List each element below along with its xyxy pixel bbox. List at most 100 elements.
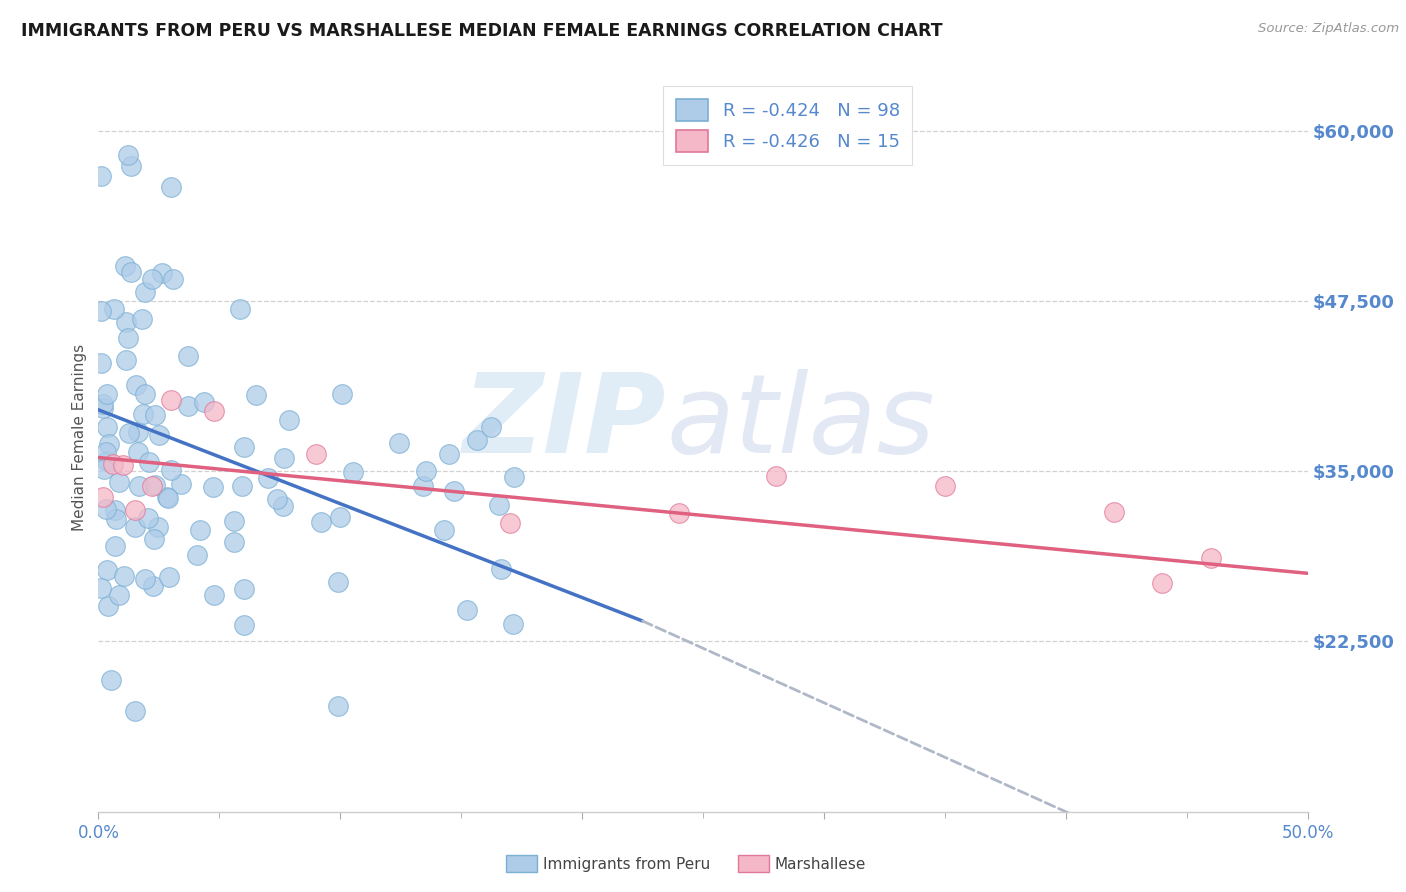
Point — [169, 476, 191, 491]
Point — [233, 582, 256, 596]
Point — [103, 301, 125, 316]
Point — [96, 420, 118, 434]
Point — [117, 425, 139, 440]
Point — [668, 507, 690, 521]
Point — [502, 617, 524, 632]
Point — [108, 475, 131, 489]
Point — [193, 395, 215, 409]
Point — [177, 349, 200, 363]
Point — [91, 397, 114, 411]
Point — [98, 436, 121, 450]
Point — [124, 503, 146, 517]
Point — [124, 704, 146, 718]
Point — [479, 420, 502, 434]
Text: ZIP: ZIP — [463, 368, 666, 475]
Point — [128, 479, 150, 493]
Point — [124, 520, 146, 534]
Point — [231, 478, 253, 492]
Point — [100, 673, 122, 688]
Point — [90, 169, 112, 183]
Point — [117, 148, 139, 162]
Point — [127, 425, 149, 440]
Point — [90, 581, 112, 595]
Point — [415, 464, 437, 478]
Point — [111, 458, 134, 472]
Point — [329, 509, 352, 524]
Point — [148, 427, 170, 442]
Point — [114, 259, 136, 273]
Point — [330, 387, 353, 401]
Point — [91, 401, 114, 415]
Text: Immigrants from Peru: Immigrants from Peru — [543, 857, 710, 871]
Point — [104, 539, 127, 553]
Point — [204, 403, 226, 417]
Point — [202, 480, 225, 494]
Point — [273, 451, 295, 466]
Point — [97, 599, 120, 613]
Point — [96, 387, 118, 401]
Point — [136, 510, 159, 524]
Point — [115, 314, 138, 328]
Point — [94, 502, 117, 516]
Point — [465, 433, 488, 447]
Point — [328, 575, 350, 590]
Point — [1152, 576, 1174, 591]
Point — [120, 159, 142, 173]
Point — [90, 304, 112, 318]
Point — [157, 570, 180, 584]
Text: Marshallese: Marshallese — [775, 857, 866, 871]
Point — [138, 455, 160, 469]
Point — [271, 499, 294, 513]
Point — [157, 491, 180, 505]
Point — [488, 498, 510, 512]
Point — [96, 445, 118, 459]
Point — [134, 387, 156, 401]
Point — [229, 301, 252, 316]
Point — [498, 516, 520, 531]
Point — [112, 568, 135, 582]
Point — [127, 444, 149, 458]
Point — [433, 523, 456, 537]
Point — [232, 618, 254, 632]
Point — [177, 399, 200, 413]
Point — [439, 446, 461, 460]
Point — [202, 588, 225, 602]
Point — [342, 465, 364, 479]
Text: atlas: atlas — [666, 368, 935, 475]
Point — [159, 463, 181, 477]
Point — [117, 331, 139, 345]
Point — [257, 471, 280, 485]
Point — [131, 312, 153, 326]
Point — [934, 479, 956, 493]
Text: IMMIGRANTS FROM PERU VS MARSHALLESE MEDIAN FEMALE EARNINGS CORRELATION CHART: IMMIGRANTS FROM PERU VS MARSHALLESE MEDI… — [21, 22, 942, 40]
Point — [124, 377, 146, 392]
Point — [765, 469, 787, 483]
Point — [160, 392, 183, 407]
Point — [143, 533, 166, 547]
Point — [134, 572, 156, 586]
Point — [155, 491, 177, 505]
Point — [134, 285, 156, 299]
Point — [224, 514, 246, 528]
Point — [412, 478, 434, 492]
Point — [278, 413, 301, 427]
Point — [148, 520, 170, 534]
Point — [305, 447, 328, 461]
Point — [162, 272, 184, 286]
Point — [96, 563, 118, 577]
Point — [503, 470, 526, 484]
Point — [150, 266, 173, 280]
Point — [388, 435, 411, 450]
Point — [90, 355, 112, 369]
Point — [1102, 505, 1125, 519]
Point — [104, 512, 127, 526]
Point — [443, 483, 465, 498]
Point — [104, 503, 127, 517]
Point — [232, 440, 254, 454]
Point — [188, 524, 211, 538]
Point — [245, 388, 267, 402]
Point — [159, 179, 181, 194]
Y-axis label: Median Female Earnings: Median Female Earnings — [72, 343, 87, 531]
Point — [91, 490, 114, 504]
Legend: R = -0.424   N = 98, R = -0.426   N = 15: R = -0.424 N = 98, R = -0.426 N = 15 — [664, 87, 912, 165]
